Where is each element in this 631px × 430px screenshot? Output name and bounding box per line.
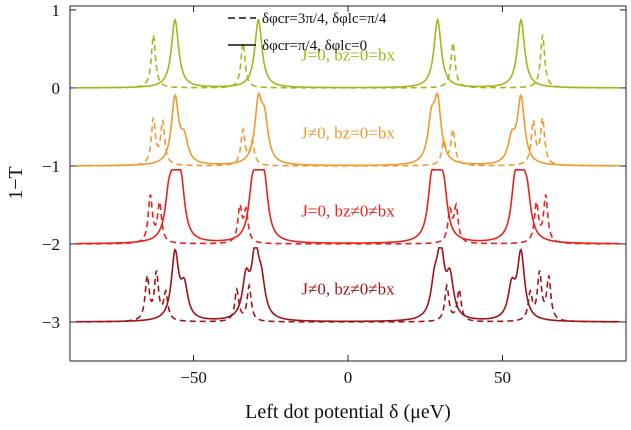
panel-annotation-2: J=0, bz≠0≠bx — [301, 202, 395, 221]
panel-annotation-0: J=0, bz=0=bx — [301, 46, 395, 65]
y-tick-label: 1 — [52, 1, 61, 20]
legend-solid-label: δφcr=π/4, δφlc=0 — [262, 38, 367, 54]
y-tick-label: 0 — [52, 79, 61, 98]
annotations: J=0, bz=0=bx J≠0, bz=0=bx J=0, bz≠0≠bx J≠0,… — [301, 46, 395, 299]
y-tick-label: −2 — [42, 235, 60, 254]
y-axis-label: 1−T — [5, 166, 27, 200]
x-tick-label: −50 — [180, 368, 207, 387]
curves — [76, 17, 620, 323]
x-tick-label: 0 — [344, 368, 353, 387]
x-tick-label: 50 — [494, 368, 511, 387]
legend: δφcr=3π/4, δφlc=π/4 δφcr=π/4, δφlc=0 — [228, 11, 387, 54]
series-dashed-0 — [76, 34, 620, 89]
y-tick-label: −3 — [42, 313, 60, 332]
series-dashed-2 — [76, 194, 620, 245]
legend-dashed-label: δφcr=3π/4, δφlc=π/4 — [262, 11, 387, 27]
series-solid-2 — [76, 169, 620, 245]
series-solid-3 — [76, 247, 620, 323]
series-solid-0 — [76, 17, 620, 89]
x-axis-label: Left dot potential δ (μeV) — [245, 401, 451, 423]
ticks: −50 0 50 1 0 −1 −2 −3 — [42, 1, 626, 387]
series-solid-1 — [76, 92, 620, 167]
y-tick-label: −1 — [42, 157, 60, 176]
panel-annotation-3: J≠0, bz≠0≠bx — [301, 280, 395, 299]
panel-annotation-1: J≠0, bz=0=bx — [301, 124, 395, 143]
